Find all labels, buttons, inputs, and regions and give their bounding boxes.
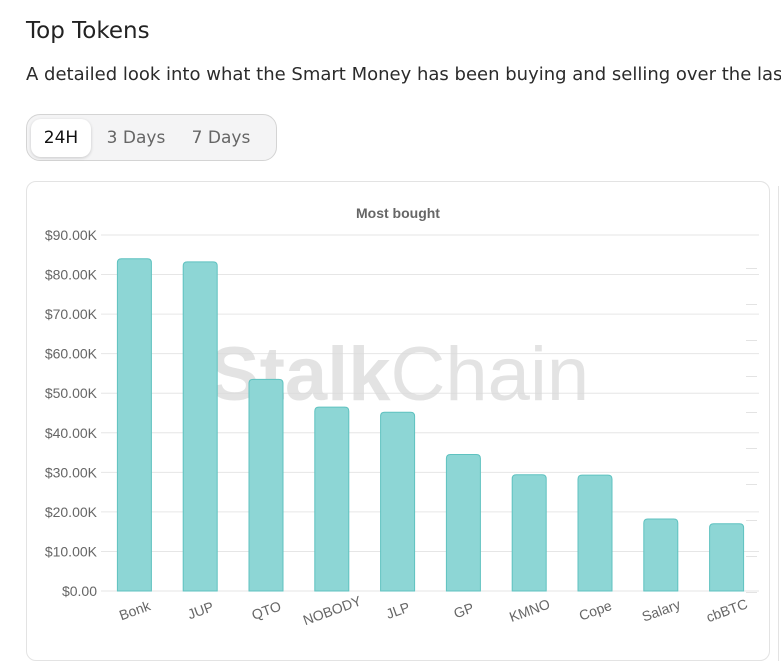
adjacent-tick bbox=[746, 484, 757, 485]
bar-bonk[interactable] bbox=[116, 258, 152, 592]
x-tick-label: KMNO bbox=[507, 596, 552, 625]
time-range-tabs: 24H 3 Days 7 Days bbox=[26, 114, 277, 161]
x-tick-label: JUP bbox=[185, 598, 215, 622]
y-tick-label: $30.00K bbox=[45, 464, 98, 480]
y-tick-label: $70.00K bbox=[45, 306, 98, 322]
bar-nobody[interactable] bbox=[314, 406, 350, 592]
y-tick-label: $10.00K bbox=[45, 543, 98, 559]
x-tick-label: JLP bbox=[384, 599, 412, 622]
y-tick-label: $50.00K bbox=[45, 385, 98, 401]
x-tick-label: GP bbox=[451, 599, 475, 621]
bar-kmno[interactable] bbox=[511, 474, 547, 592]
y-tick-label: $60.00K bbox=[45, 346, 98, 362]
bar-gp[interactable] bbox=[445, 454, 481, 592]
x-tick-label: Bonk bbox=[117, 597, 153, 623]
watermark-chain: Chain bbox=[391, 332, 590, 417]
y-tick-label: $80.00K bbox=[45, 267, 98, 283]
tab-24h[interactable]: 24H bbox=[31, 118, 91, 157]
chart-title: Most bought bbox=[356, 205, 440, 221]
bar-salary[interactable] bbox=[643, 518, 679, 592]
adjacent-tick bbox=[746, 268, 757, 269]
watermark-stalk: Stalk bbox=[209, 332, 391, 417]
y-tick-label: $90.00K bbox=[45, 227, 98, 243]
most-bought-card: Most bought $0.00 $10.00K $20.00K $30.00K $4… bbox=[26, 181, 770, 661]
adjacent-tick bbox=[746, 304, 757, 305]
watermark-logo: StalkChain bbox=[209, 332, 589, 417]
bar-jup[interactable] bbox=[182, 261, 218, 592]
adjacent-tick bbox=[746, 520, 757, 521]
adjacent-tick bbox=[746, 448, 757, 449]
adjacent-card-edge bbox=[778, 186, 781, 661]
tab-3-days[interactable]: 3 Days bbox=[106, 127, 166, 148]
bar-cope[interactable] bbox=[577, 474, 613, 592]
adjacent-tick bbox=[746, 592, 757, 593]
adjacent-tick bbox=[746, 376, 757, 377]
x-tick-label: NOBODY bbox=[301, 592, 364, 628]
x-tick-label: cbBTC bbox=[704, 595, 750, 625]
adjacent-tick bbox=[746, 412, 757, 413]
bar-jlp[interactable] bbox=[380, 411, 416, 592]
x-tick-label: Cope bbox=[577, 597, 614, 624]
y-tick-label: $40.00K bbox=[45, 425, 98, 441]
bar-cbbtc[interactable] bbox=[709, 523, 745, 592]
x-tick-label: QTO bbox=[249, 598, 283, 623]
page-title: Top Tokens bbox=[26, 18, 150, 44]
adjacent-tick bbox=[746, 556, 757, 557]
most-bought-chart: Most bought $0.00 $10.00K $20.00K $30.00K $4… bbox=[45, 205, 759, 628]
page-subtitle: A detailed look into what the Smart Mone… bbox=[26, 64, 781, 85]
adjacent-card-ticks bbox=[746, 268, 758, 608]
y-tick-label: $20.00K bbox=[45, 504, 98, 520]
bar-qto[interactable] bbox=[248, 378, 284, 592]
x-tick-label: Salary bbox=[640, 596, 683, 625]
adjacent-tick bbox=[746, 340, 757, 341]
y-tick-label: $0.00 bbox=[62, 583, 97, 599]
tab-7-days[interactable]: 7 Days bbox=[191, 127, 251, 148]
